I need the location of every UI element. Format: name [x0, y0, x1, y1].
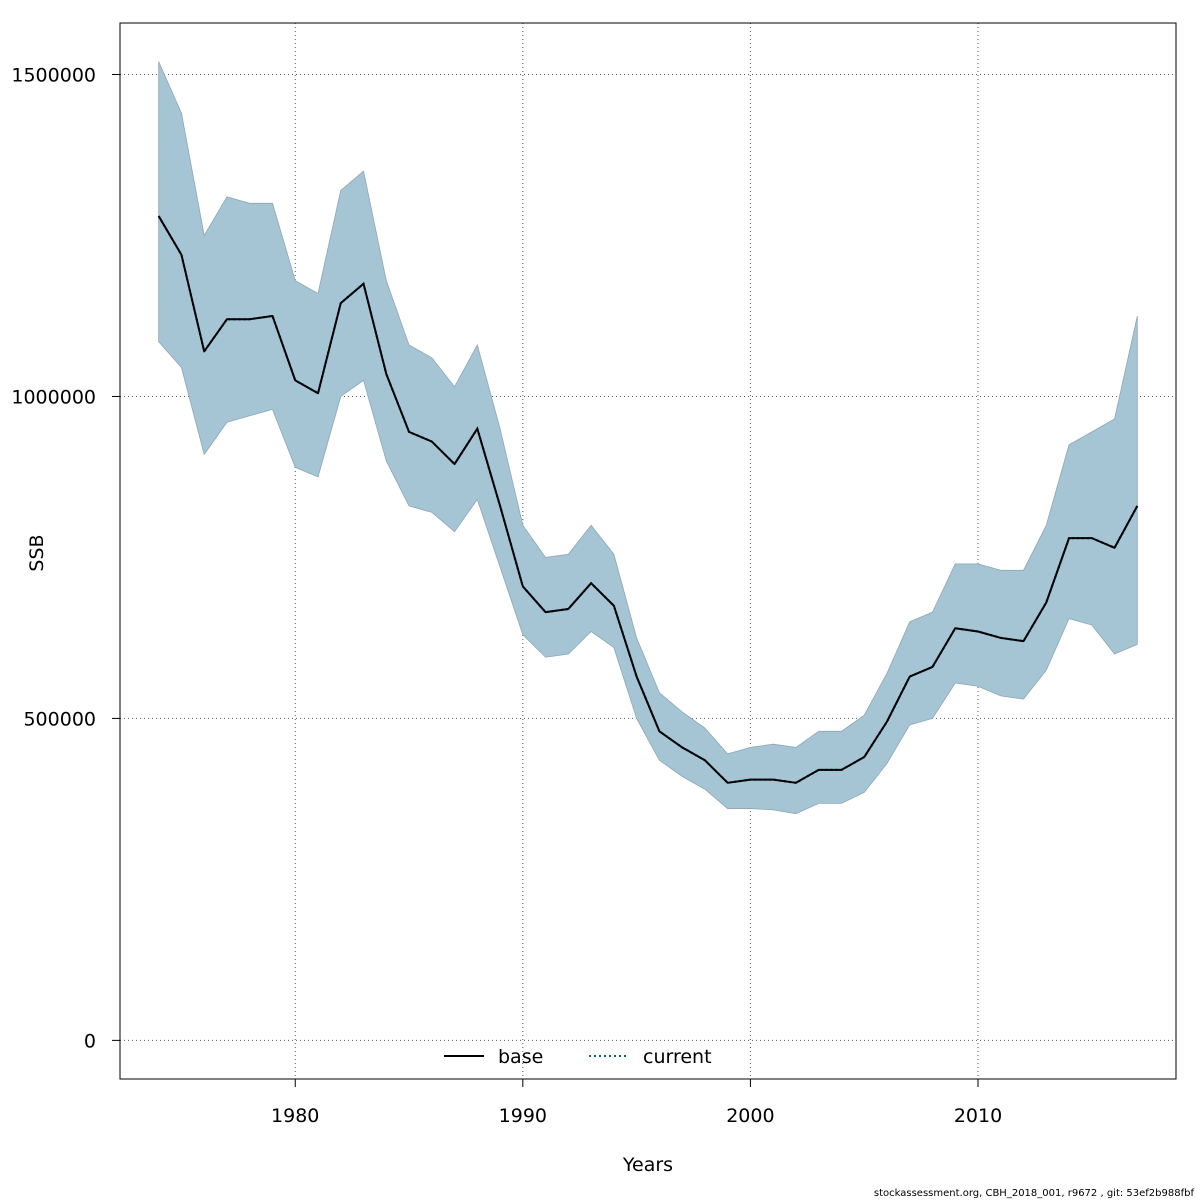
x-tick-label-1980: 1980 [271, 1105, 319, 1127]
confidence-band [158, 61, 1138, 815]
y-tick-label-1500000: 1500000 [11, 65, 96, 87]
y-tick-label-500000: 500000 [23, 708, 96, 730]
y-axis-title: SSB [26, 534, 48, 571]
axes: 1980 1990 2000 2010 0 500000 1000000 1500000 [11, 65, 1002, 1127]
x-tick-label-2010: 2010 [954, 1105, 1002, 1127]
grid-lines [120, 23, 1176, 1079]
footer-caption: stockassessment.org, CBH_2018_001, r9672… [873, 1188, 1194, 1199]
x-tick-label-1990: 1990 [499, 1105, 547, 1127]
series-line-base [157, 215, 1139, 784]
legend: base current [444, 1046, 712, 1068]
confidence-band-area [158, 61, 1138, 815]
legend-label-base: base [498, 1046, 543, 1068]
legend-label-current: current [643, 1046, 712, 1068]
series-lines [157, 215, 1139, 784]
plot-frame [119, 22, 1177, 1080]
x-axis-title: Years [622, 1154, 673, 1176]
y-tick-label-1000000: 1000000 [11, 386, 96, 408]
x-tick-label-2000: 2000 [726, 1105, 774, 1127]
y-tick-label-0: 0 [84, 1030, 96, 1052]
